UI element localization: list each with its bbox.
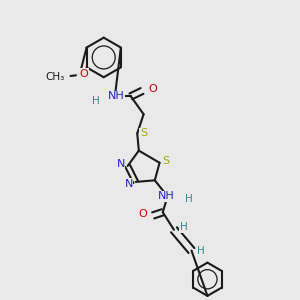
Text: S: S	[140, 128, 147, 138]
Text: O: O	[148, 84, 157, 94]
Text: CH₃: CH₃	[46, 72, 65, 82]
Text: H: H	[92, 95, 100, 106]
Text: NH: NH	[158, 191, 174, 201]
Text: NH: NH	[108, 92, 125, 101]
Text: H: H	[197, 246, 205, 256]
Text: H: H	[180, 222, 188, 232]
Text: O: O	[139, 209, 147, 220]
Text: S: S	[162, 156, 169, 166]
Text: O: O	[79, 69, 88, 79]
Text: N: N	[116, 159, 125, 170]
Text: N: N	[124, 178, 133, 188]
Text: H: H	[185, 194, 193, 203]
